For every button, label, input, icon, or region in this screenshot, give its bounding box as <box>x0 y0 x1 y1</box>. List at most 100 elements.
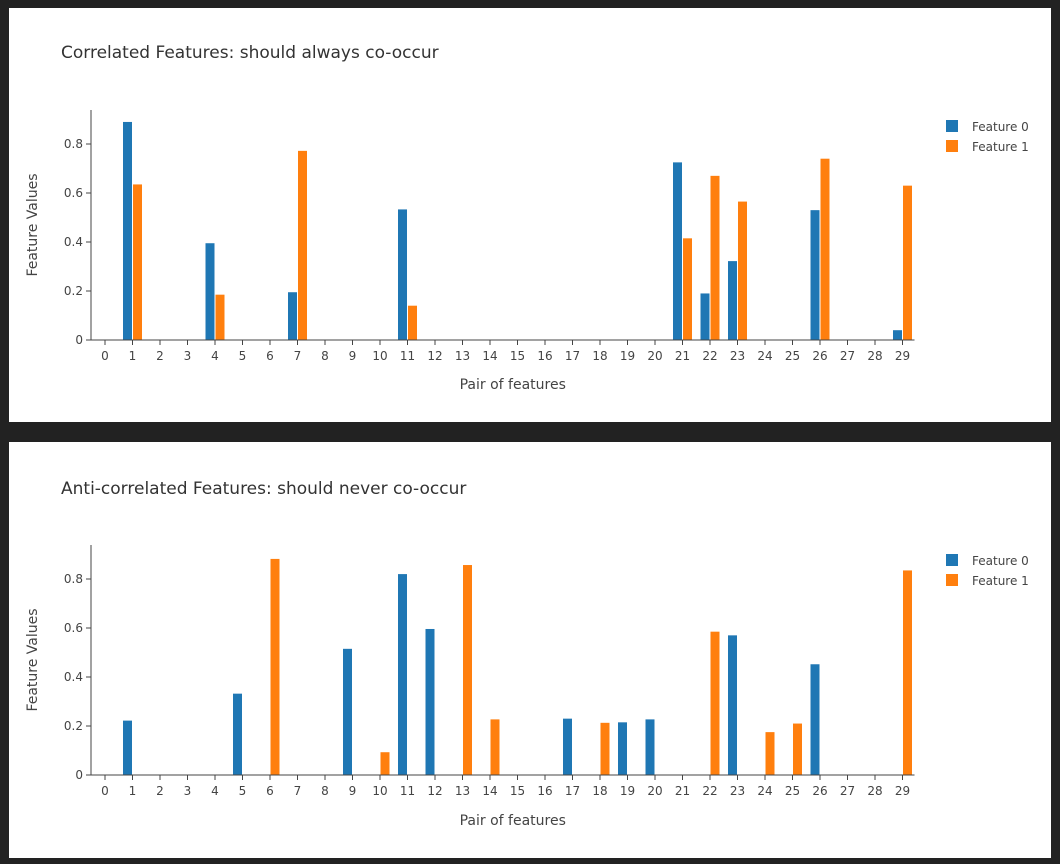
bar-feature-0-pair-19[interactable] <box>618 722 627 775</box>
bar-feature-1-pair-13[interactable] <box>463 565 472 775</box>
x-tick-label: 22 <box>702 349 717 363</box>
bar-feature-0-pair-29[interactable] <box>893 330 902 340</box>
y-tick-label: 0 <box>75 768 83 782</box>
bar-feature-1-pair-7[interactable] <box>298 150 307 340</box>
bar-feature-1-pair-6[interactable] <box>270 558 280 775</box>
x-tick-label: 25 <box>785 784 800 798</box>
x-tick-label: 22 <box>702 784 717 798</box>
legend-swatch-feature-0[interactable] <box>946 120 958 132</box>
y-ticks: 0 0.2 0.4 0.6 0.8 <box>64 137 91 347</box>
x-tick-label: 8 <box>321 349 329 363</box>
chart-anti-correlated: Anti-correlated Features: should never c… <box>25 479 1029 829</box>
x-tick-label: 19 <box>620 349 635 363</box>
y-axis-label: Feature Values <box>25 608 41 711</box>
legend-label-feature-0[interactable]: Feature 0 <box>972 554 1029 568</box>
bar-feature-1-pair-1[interactable] <box>133 184 142 340</box>
bar-feature-0-pair-26[interactable] <box>810 664 820 775</box>
bar-feature-1-pair-29[interactable] <box>903 570 912 775</box>
x-tick-label: 18 <box>592 349 607 363</box>
x-tick-label: 15 <box>510 349 525 363</box>
bar-feature-0-pair-23[interactable] <box>728 635 737 775</box>
x-tick-label: 1 <box>129 784 137 798</box>
bar-feature-1-pair-18[interactable] <box>600 722 610 775</box>
bar-feature-1-pair-4[interactable] <box>215 294 225 340</box>
legend-swatch-feature-1[interactable] <box>946 140 958 152</box>
x-tick-label: 18 <box>592 784 607 798</box>
chart-title: Correlated Features: should always co-oc… <box>61 43 439 63</box>
legend-label-feature-0[interactable]: Feature 0 <box>972 120 1029 134</box>
x-tick-label: 12 <box>427 349 442 363</box>
bar-feature-0-pair-23[interactable] <box>728 261 737 340</box>
x-tick-label: 16 <box>537 349 552 363</box>
bar-feature-1-pair-22[interactable] <box>710 175 720 340</box>
bars-group <box>123 121 912 340</box>
x-axis-label: Pair of features <box>460 813 566 829</box>
x-tick-label: 7 <box>294 349 302 363</box>
bar-feature-0-pair-11[interactable] <box>398 574 407 775</box>
x-tick-label: 25 <box>785 349 800 363</box>
x-tick-label: 10 <box>372 349 387 363</box>
bar-feature-1-pair-25[interactable] <box>793 723 802 775</box>
bar-feature-0-pair-26[interactable] <box>810 210 820 340</box>
x-tick-label: 29 <box>895 784 910 798</box>
x-ticks: 0 1 2 3 4 5 6 7 8 9 10 11 12 13 14 15 16 17 18 19 20 21 22 23 24… <box>101 775 910 798</box>
x-tick-label: 3 <box>184 784 192 798</box>
bar-feature-0-pair-7[interactable] <box>288 292 297 340</box>
bar-feature-0-pair-1[interactable] <box>123 121 132 340</box>
bar-feature-1-pair-23[interactable] <box>738 201 747 340</box>
x-tick-label: 23 <box>730 349 745 363</box>
x-tick-label: 21 <box>675 349 690 363</box>
bar-feature-0-pair-20[interactable] <box>645 719 655 775</box>
bar-feature-0-pair-17[interactable] <box>563 718 572 775</box>
bar-feature-1-pair-29[interactable] <box>903 185 912 340</box>
bar-feature-0-pair-21[interactable] <box>673 162 682 340</box>
bar-feature-0-pair-9[interactable] <box>343 648 352 775</box>
bar-feature-0-pair-12[interactable] <box>425 628 435 775</box>
y-tick-label: 0.2 <box>64 719 83 733</box>
bar-feature-1-pair-24[interactable] <box>765 732 775 775</box>
x-tick-label: 4 <box>211 349 219 363</box>
x-tick-label: 17 <box>565 784 580 798</box>
bar-feature-0-pair-11[interactable] <box>398 209 407 340</box>
x-tick-label: 26 <box>812 784 827 798</box>
bar-feature-1-pair-21[interactable] <box>683 238 692 340</box>
y-tick-label: 0.8 <box>64 572 83 586</box>
bar-feature-0-pair-4[interactable] <box>205 243 215 340</box>
legend-swatch-feature-0[interactable] <box>946 554 958 566</box>
y-axis-label: Feature Values <box>25 173 41 276</box>
bar-feature-1-pair-22[interactable] <box>710 631 720 775</box>
chart-panel-anti-correlated: Anti-correlated Features: should never c… <box>9 442 1051 858</box>
legend-label-feature-1[interactable]: Feature 1 <box>972 574 1029 588</box>
x-tick-label: 13 <box>455 784 470 798</box>
x-tick-label: 2 <box>156 784 164 798</box>
bar-feature-1-pair-11[interactable] <box>408 305 417 340</box>
x-tick-label: 6 <box>266 784 274 798</box>
x-tick-label: 6 <box>266 349 274 363</box>
x-tick-label: 8 <box>321 784 329 798</box>
x-tick-label: 13 <box>455 349 470 363</box>
bars-group <box>123 558 912 775</box>
x-ticks: 0 1 2 3 4 5 6 7 8 9 10 11 12 13 14 15 16 17 18 19 20 21 22 23 24… <box>101 340 910 363</box>
legend-swatch-feature-1[interactable] <box>946 574 958 586</box>
bar-feature-1-pair-10[interactable] <box>380 752 390 775</box>
x-tick-label: 3 <box>184 349 192 363</box>
x-tick-label: 27 <box>840 349 855 363</box>
chart-correlated: Correlated Features: should always co-oc… <box>25 43 1029 393</box>
x-tick-label: 9 <box>349 784 357 798</box>
bar-feature-0-pair-1[interactable] <box>123 720 132 775</box>
bar-feature-1-pair-26[interactable] <box>820 158 830 340</box>
legend[interactable]: Feature 0 Feature 1 <box>946 120 1029 154</box>
x-tick-label: 14 <box>482 349 497 363</box>
bar-feature-0-pair-22[interactable] <box>700 293 710 340</box>
chart-panel-correlated: Correlated Features: should always co-oc… <box>9 8 1051 422</box>
x-tick-label: 19 <box>620 784 635 798</box>
x-tick-label: 1 <box>129 349 137 363</box>
bar-feature-1-pair-14[interactable] <box>490 719 500 775</box>
legend[interactable]: Feature 0 Feature 1 <box>946 554 1029 588</box>
legend-label-feature-1[interactable]: Feature 1 <box>972 140 1029 154</box>
x-tick-label: 11 <box>400 784 415 798</box>
x-tick-label: 27 <box>840 784 855 798</box>
bar-feature-0-pair-5[interactable] <box>233 693 242 775</box>
x-tick-label: 14 <box>482 784 497 798</box>
x-tick-label: 9 <box>349 349 357 363</box>
